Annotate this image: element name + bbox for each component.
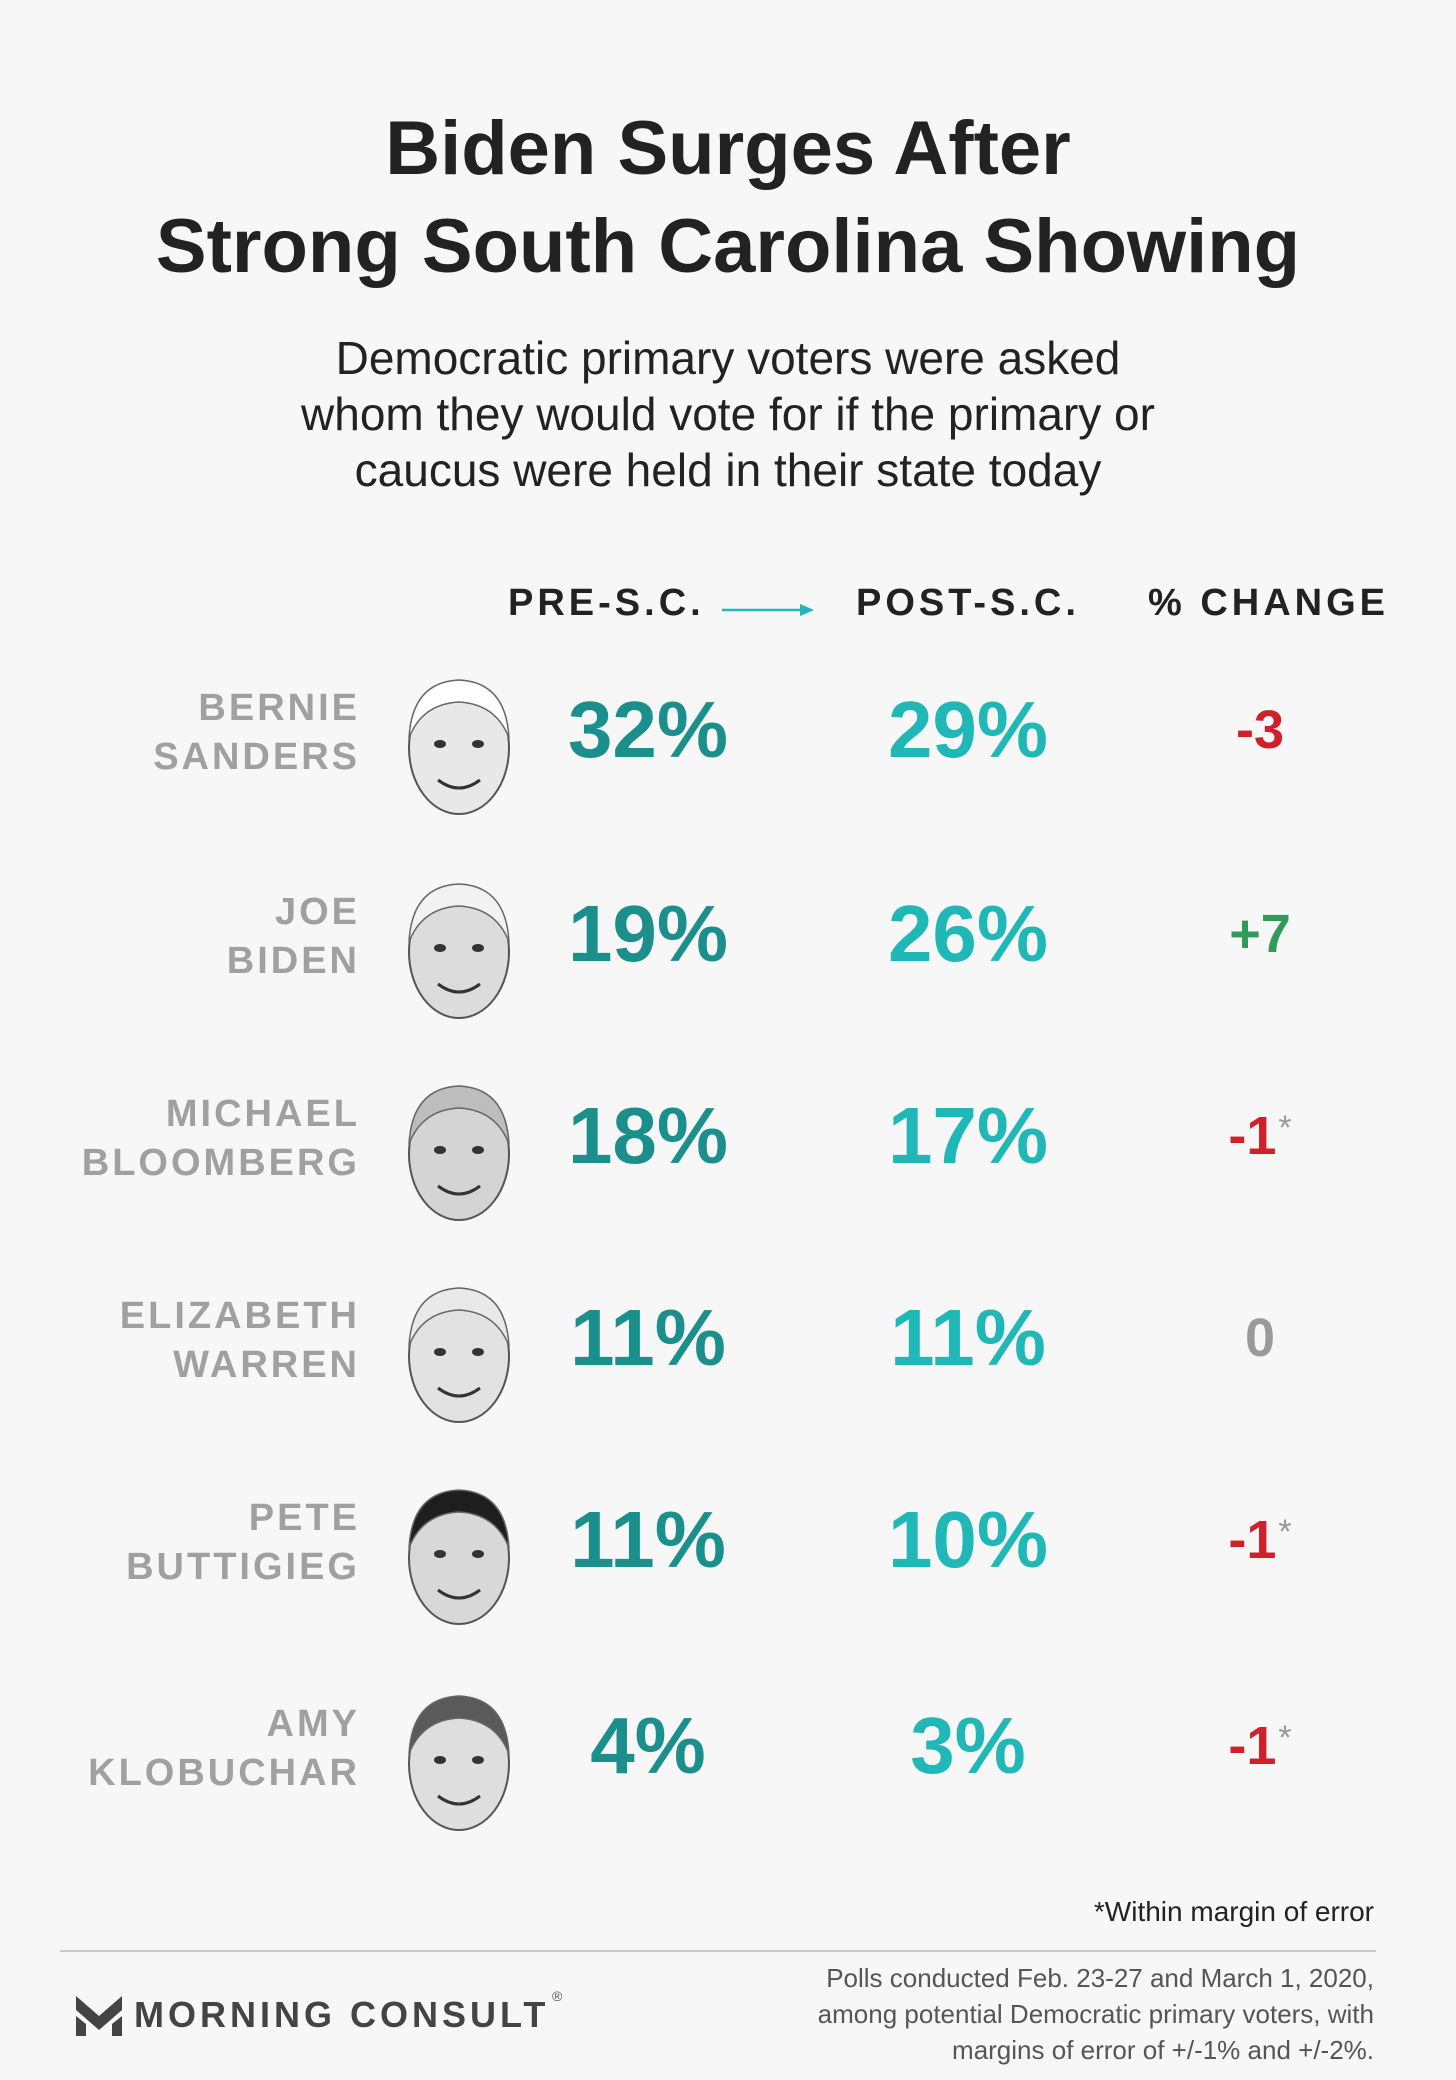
candidate-name-line: BIDEN: [226, 940, 360, 982]
title-line-1: Biden Surges After: [385, 106, 1071, 191]
brand-registered-mark: ®: [552, 1988, 563, 2004]
candidate-name: JOE BIDEN: [227, 888, 360, 986]
change-number: +7: [1229, 904, 1291, 964]
margin-of-error-marker: *: [1278, 1719, 1292, 1757]
source-line-2: among potential Democratic primary voter…: [817, 1999, 1374, 2029]
change-value: -1*: [1180, 1706, 1340, 1786]
margin-of-error-marker: *: [1278, 1109, 1292, 1147]
change-value: -1*: [1180, 1500, 1340, 1580]
post-value: 17%: [887, 1091, 1049, 1180]
post-value: 26%: [887, 889, 1049, 978]
change-value: +7: [1180, 894, 1340, 974]
change-value: -3: [1180, 690, 1340, 770]
arrow-right-icon: [722, 604, 814, 616]
change-value: 0: [1180, 1298, 1340, 1378]
change-number: -1: [1228, 1510, 1277, 1570]
change-number: 0: [1244, 1308, 1276, 1368]
column-header-post: POST-S.C.: [856, 582, 1080, 624]
source-line-3: margins of error of +/-1% and +/-2%.: [952, 2035, 1374, 2065]
candidate-name-line: JOE: [274, 891, 360, 933]
page-title: Biden Surges After Strong South Carolina…: [0, 100, 1456, 296]
candidate-portrait: [408, 1489, 510, 1625]
change-number: -1: [1228, 1106, 1277, 1166]
candidate-name: BERNIE SANDERS: [153, 684, 360, 782]
subtitle-line-2: whom they would vote for if the primary …: [301, 388, 1155, 440]
candidate-name-line: BLOOMBERG: [81, 1142, 360, 1184]
margin-of-error-marker: *: [1278, 1513, 1292, 1551]
pre-value: 32%: [567, 685, 729, 774]
change-number: -3: [1235, 700, 1284, 760]
subtitle-line-3: caucus were held in their state today: [354, 444, 1102, 496]
column-header-change: % CHANGE: [1148, 582, 1390, 624]
change-number: -1: [1228, 1716, 1277, 1776]
post-value: 3%: [910, 1701, 1026, 1790]
candidate-name: MICHAEL BLOOMBERG: [82, 1090, 360, 1188]
pre-value: 4%: [590, 1701, 706, 1790]
title-line-2: Strong South Carolina Showing: [155, 204, 1301, 289]
candidate-name-line: BERNIE: [198, 687, 360, 729]
divider: [60, 1950, 1376, 1952]
candidate-name: AMY KLOBUCHAR: [88, 1700, 360, 1798]
candidate-name-line: ELIZABETH: [119, 1295, 360, 1337]
candidate-row: PETE BUTTIGIEG 11% 10% -1*: [0, 1489, 1456, 1654]
candidate-row: ELIZABETH WARREN 11% 11% 0: [0, 1287, 1456, 1452]
candidate-name: ELIZABETH WARREN: [120, 1292, 360, 1390]
candidate-portrait: [408, 883, 510, 1019]
candidate-portrait: [408, 679, 510, 815]
source-line-1: Polls conducted Feb. 23-27 and March 1, …: [826, 1963, 1374, 1993]
candidate-name-line: SANDERS: [153, 736, 360, 778]
candidate-name-line: AMY: [266, 1703, 360, 1745]
change-value: -1*: [1180, 1096, 1340, 1176]
pre-value: 11%: [570, 1293, 726, 1382]
brand-name: MORNING CONSULT: [134, 1994, 550, 2035]
candidate-portrait: [408, 1695, 510, 1831]
candidate-name-line: WARREN: [173, 1344, 360, 1386]
post-value: 10%: [887, 1495, 1049, 1584]
post-value: 11%: [890, 1293, 1046, 1382]
subtitle-line-1: Democratic primary voters were asked: [335, 332, 1121, 384]
source-note: Polls conducted Feb. 23-27 and March 1, …: [818, 1960, 1374, 2068]
candidate-portrait: [408, 1085, 510, 1221]
candidate-name-line: BUTTIGIEG: [126, 1546, 360, 1588]
pre-value: 11%: [570, 1495, 726, 1584]
footnote: *Within margin of error: [1093, 1896, 1374, 1927]
candidate-name: PETE BUTTIGIEG: [126, 1494, 360, 1592]
candidate-name-line: PETE: [248, 1497, 360, 1539]
candidate-name-line: MICHAEL: [165, 1093, 360, 1135]
candidate-row: AMY KLOBUCHAR 4% 3% -1*: [0, 1695, 1456, 1860]
column-header-pre: PRE-S.C.: [508, 582, 705, 624]
pre-value: 19%: [567, 889, 729, 978]
candidate-portrait: [408, 1287, 510, 1423]
subtitle: Democratic primary voters were asked who…: [0, 330, 1456, 498]
candidate-name-line: KLOBUCHAR: [88, 1752, 360, 1794]
morning-consult-logo-icon: [76, 1996, 122, 2036]
candidate-row: JOE BIDEN 19% 26% +7: [0, 883, 1456, 1048]
post-value: 29%: [887, 685, 1049, 774]
candidate-row: BERNIE SANDERS 32% 29% -3: [0, 679, 1456, 844]
pre-value: 18%: [567, 1091, 729, 1180]
candidate-row: MICHAEL BLOOMBERG 18% 17% -1*: [0, 1085, 1456, 1250]
